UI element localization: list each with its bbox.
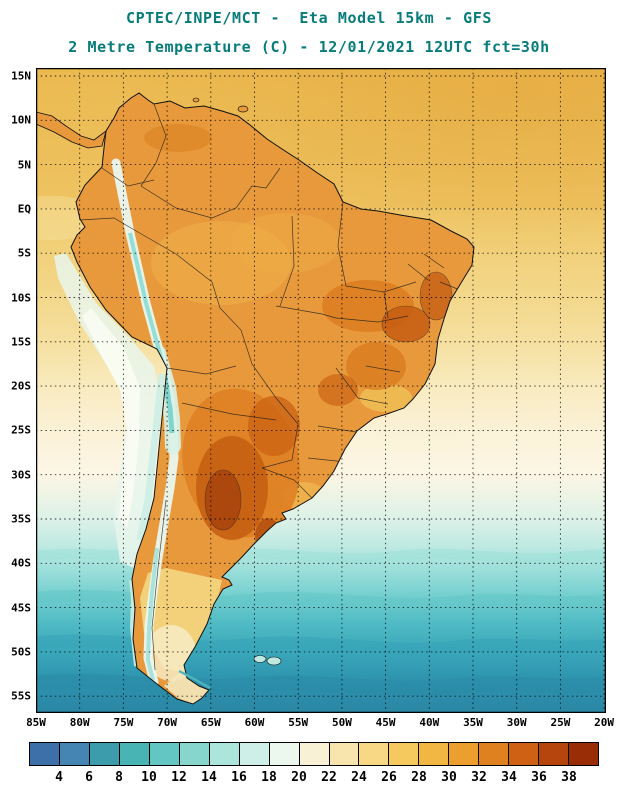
colorbar-tick-label: 34: [501, 770, 517, 785]
grid-lines: [36, 68, 606, 713]
colorbar: [29, 742, 599, 766]
lon-tick-label: 45W: [375, 716, 396, 729]
strait-of-magellan: [178, 670, 211, 689]
lon-tick-label: 55W: [288, 716, 309, 729]
falkland-east-island: [266, 656, 282, 666]
lon-tick-label: 35W: [463, 716, 483, 729]
lon-tick-label: 80W: [69, 716, 90, 729]
colorbar-cell: [179, 743, 210, 765]
map-frame: [36, 68, 606, 713]
lat-tick-label: 25S: [11, 423, 31, 437]
lat-tick-label: 30S: [11, 468, 31, 482]
colorbar-tick-label: 18: [261, 770, 277, 785]
colorbar-labels: 4 6 8 10 12 14 16 18 20 22 24 26 28 30 32 34 36 38: [29, 770, 599, 788]
lat-tick-label: 10S: [11, 291, 31, 304]
lat-tick-label: 15N: [11, 69, 31, 83]
colorbar-cell: [299, 743, 330, 765]
colorbar-cell: [119, 743, 150, 765]
lon-tick-label: 30W: [506, 716, 527, 729]
colorbar-cell: [269, 743, 300, 765]
colorbar-tick-label: 16: [231, 770, 247, 785]
colorbar-cell: [449, 743, 480, 765]
lat-tick-label: 55S: [11, 689, 31, 703]
colorbar-cell: [239, 743, 270, 765]
lat-tick-label: 5N: [17, 158, 31, 172]
lon-tick-label: 70W: [157, 716, 178, 729]
colorbar-cell: [149, 743, 180, 765]
lat-tick-label: 50S: [11, 645, 31, 659]
colorbar-cell: [30, 743, 60, 765]
lat-tick-label: 40S: [11, 556, 31, 570]
map-border: [36, 68, 606, 713]
colorbar-tick-label: 6: [85, 770, 93, 785]
colorbar-cell: [59, 743, 90, 765]
lat-tick-label: 20S: [11, 379, 31, 393]
colorbar-tick-label: 36: [531, 770, 547, 785]
colorbar-cell: [509, 743, 540, 765]
title-line-2: 2 Metre Temperature (C) - 12/01/2021 12U…: [68, 38, 550, 56]
colorbar-tick-label: 26: [381, 770, 397, 785]
colorbar-cell: [89, 743, 120, 765]
lat-tick-label: 15S: [11, 335, 31, 349]
colorbar-tick-label: 24: [351, 770, 367, 785]
colorbar-cell: [539, 743, 570, 765]
colorbar-tick-label: 10: [141, 770, 157, 785]
land-temperature-shading: [79, 103, 461, 704]
lat-tick-label: 10N: [11, 113, 31, 127]
falkland-west-island: [253, 655, 267, 663]
map-canvas: [36, 68, 606, 713]
colorbar-cell: [359, 743, 390, 765]
lon-tick-label: 20W: [594, 716, 615, 729]
colorbar-tick-label: 14: [201, 770, 217, 785]
colorbar-cell: [569, 743, 599, 765]
lon-tick-label: 40W: [419, 716, 440, 729]
colorbar-tick-label: 22: [321, 770, 337, 785]
colorbar-cell: [329, 743, 360, 765]
colorbar-tick-label: 4: [55, 770, 63, 785]
title-line-1: CPTEC/INPE/MCT - Eta Model 15km - GFS: [126, 9, 492, 27]
lon-tick-label: 25W: [550, 716, 571, 729]
colorbar-tick-label: 20: [291, 770, 307, 785]
lon-tick-label: 85W: [26, 716, 46, 729]
lat-tick-label: 35S: [11, 512, 31, 526]
country-borders: [79, 103, 461, 671]
lat-tick-label: 5S: [17, 246, 31, 260]
lon-tick-label: 60W: [244, 716, 265, 729]
margarita-island: [192, 97, 200, 103]
colorbar-tick-label: 12: [171, 770, 187, 785]
colorbar-cell: [479, 743, 510, 765]
islands: [36, 97, 282, 666]
colorbar-cell: [389, 743, 420, 765]
colorbar-tick-label: 30: [441, 770, 457, 785]
colorbar-tick-label: 8: [115, 770, 123, 785]
lon-axis: 85W 80W 75W 70W 65W 60W 55W 50W 45W 40W 35W 30W 25W 2…: [26, 716, 614, 732]
colorbar-tick-label: 28: [411, 770, 427, 785]
colorbar-cell: [419, 743, 450, 765]
colorbar-tick-label: 32: [471, 770, 487, 785]
central-america-isthmus: [36, 111, 107, 149]
trinidad-island: [237, 105, 249, 113]
colorbar-tick-label: 38: [561, 770, 577, 785]
lon-tick-label: 75W: [113, 716, 134, 729]
colorbar-cell: [209, 743, 240, 765]
lon-tick-label: 50W: [331, 716, 352, 729]
lat-axis: 15N 10N 5N EQ 5S 10S 15S 20S 25S 30S 35S 40S 45S 50S 5…: [0, 68, 33, 713]
lat-tick-label: 45S: [11, 601, 31, 615]
lon-tick-label: 65W: [200, 716, 221, 729]
lat-tick-label: EQ: [17, 202, 31, 216]
